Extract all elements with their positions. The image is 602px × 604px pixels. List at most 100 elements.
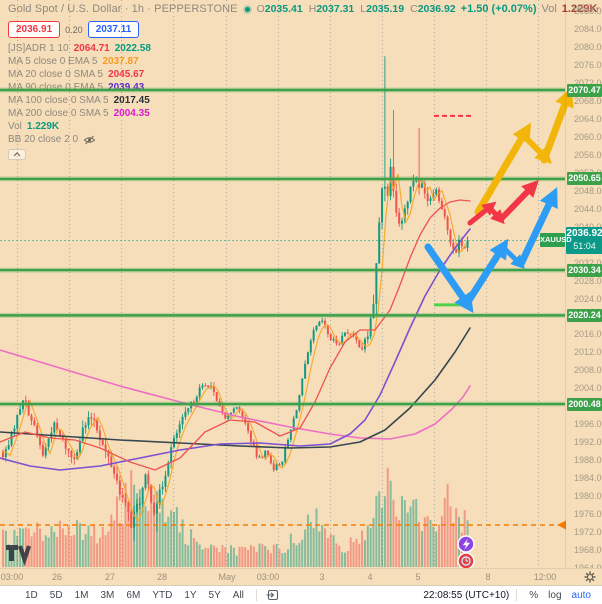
- price-tick: 1972.00: [574, 526, 602, 537]
- vol-value: 1.229K: [561, 3, 598, 15]
- price-tick: 2012.00: [574, 347, 602, 358]
- eye-off-icon[interactable]: [83, 135, 96, 145]
- legend-row[interactable]: [JS]ADR 1 10 2064.71 2022.58: [8, 42, 597, 55]
- price-tick: 2040.00: [574, 222, 602, 232]
- go-to-date-button[interactable]: [264, 589, 281, 601]
- ohlc-item: L2035.19: [360, 3, 405, 15]
- time-tick: 3: [319, 572, 325, 582]
- indicator-value: 2045.67: [108, 69, 145, 80]
- time-tick: 5: [415, 572, 421, 582]
- vol-label: Vol: [541, 3, 557, 15]
- indicator-legend: [JS]ADR 1 10 2064.71 2022.58 MA 5 close 0 E…: [8, 42, 597, 146]
- drawn-arrow[interactable]: [517, 187, 558, 268]
- price-tick: 1996.00: [574, 419, 602, 430]
- indicator-value: 1.229K: [26, 121, 60, 132]
- indicator-value: 2022.58: [114, 43, 151, 54]
- price-level-chip[interactable]: 2020.24: [567, 308, 602, 322]
- drawn-arrow[interactable]: [503, 247, 525, 269]
- indicator-label: Vol: [8, 121, 22, 132]
- last-price-chip[interactable]: 2036.92 51:04: [566, 227, 602, 254]
- drawn-arrow[interactable]: [462, 238, 509, 309]
- symbol-title[interactable]: Gold Spot / U.S. Dollar · 1h · PEPPERSTO…: [8, 3, 238, 15]
- currency-label: USD: [573, 3, 594, 14]
- indicator-label: MA 200 close 0 SMA 5: [8, 108, 109, 119]
- price-tick: 2088.00: [574, 6, 602, 17]
- sticker-lightning-icon[interactable]: [457, 535, 475, 553]
- price-level-chip[interactable]: 2000.48: [567, 397, 602, 411]
- legend-row[interactable]: MA 100 close 0 SMA 5 2017.45: [8, 94, 597, 107]
- time-scale[interactable]: 03:00 26 27 28 May 03:00 3 4 5 8 12:00: [0, 568, 602, 585]
- price-tick: 2072.00: [574, 78, 602, 88]
- drawn-arrow[interactable]: [498, 179, 539, 222]
- range-5Y[interactable]: 5Y: [204, 589, 226, 602]
- legend-row[interactable]: MA 5 close 0 EMA 5 2037.87: [8, 55, 597, 68]
- price-level-chip[interactable]: 2070.47: [567, 83, 602, 97]
- range-1Y[interactable]: 1Y: [179, 589, 201, 602]
- range-1M[interactable]: 1M: [70, 589, 94, 602]
- log-scale-button[interactable]: log: [543, 589, 566, 602]
- legend-row[interactable]: BB 20 close 2 0: [8, 133, 597, 146]
- time-tick: 26: [51, 572, 63, 582]
- percent-scale-button[interactable]: %: [524, 589, 543, 602]
- bottom-toolbar: 1D 5D 1M 3M 6M YTD 1Y 5Y All 22:08:55 (UTC+10) %…: [0, 585, 602, 604]
- price-tick: 2004.00: [574, 383, 602, 394]
- collapse-legend-button[interactable]: [8, 149, 26, 160]
- indicator-label: MA 20 close 0 SMA 5: [8, 69, 104, 80]
- indicator-value: 2039.43: [108, 82, 145, 93]
- price-tick: 2044.00: [574, 203, 602, 214]
- clock-label[interactable]: 22:08:55 (UTC+10): [423, 589, 510, 601]
- range-All[interactable]: All: [228, 589, 249, 602]
- drawn-arrow[interactable]: [424, 243, 474, 314]
- indicator-value: 2064.71: [73, 43, 110, 54]
- time-tick: 4: [367, 572, 373, 582]
- indicator-label: MA 90 close 0 EMA 5: [8, 82, 104, 93]
- price-tick: 2008.00: [574, 365, 602, 376]
- chevron-up-icon: [13, 152, 21, 157]
- price-tick: 2060.00: [574, 131, 602, 142]
- price-tick: 2032.00: [574, 257, 602, 268]
- legend-row[interactable]: MA 20 close 0 SMA 5 2045.67: [8, 68, 597, 81]
- change-value: +1.50 (+0.07%): [460, 3, 537, 15]
- price-tick: 2064.00: [574, 114, 602, 125]
- range-5D[interactable]: 5D: [45, 589, 68, 602]
- range-1D[interactable]: 1D: [20, 589, 43, 602]
- price-tick: 1980.00: [574, 490, 602, 501]
- time-tick: 28: [156, 572, 168, 582]
- legend-row[interactable]: MA 200 close 0 SMA 5 2004.35: [8, 107, 597, 120]
- indicator-value: 2004.35: [113, 108, 150, 119]
- price-tick: 2068.00: [574, 96, 602, 107]
- auto-scale-button[interactable]: auto: [567, 589, 596, 602]
- price-tick: 1964.00: [574, 563, 602, 573]
- range-6M[interactable]: 6M: [121, 589, 145, 602]
- sell-button[interactable]: 2036.91: [8, 21, 61, 38]
- ohlc-item: O2035.41: [256, 3, 303, 15]
- legend-row[interactable]: MA 90 close 0 EMA 5 2039.43: [8, 81, 597, 94]
- time-tick: 27: [104, 572, 116, 582]
- symbol-header: Gold Spot / U.S. Dollar · 1h · PEPPERSTO…: [8, 3, 597, 15]
- price-level-chip[interactable]: 2030.34: [567, 263, 602, 277]
- symbol-price-chip[interactable]: XAUUSD: [540, 233, 572, 247]
- indicator-label: MA 5 close 0 EMA 5: [8, 56, 98, 67]
- price-tick: 2056.00: [574, 149, 602, 160]
- indicator-value: 2037.87: [102, 56, 139, 67]
- settings-gear-icon[interactable]: [583, 570, 597, 589]
- range-3M[interactable]: 3M: [96, 589, 120, 602]
- chevron-down-icon: ▾: [595, 6, 600, 13]
- price-level-chip[interactable]: 2050.65: [567, 172, 602, 186]
- indicator-label: [JS]ADR 1 10: [8, 43, 69, 54]
- legend-row[interactable]: Vol 1.229K: [8, 120, 597, 133]
- bid-ask-row: 2036.91 0.20 2037.11: [8, 21, 597, 38]
- range-YTD[interactable]: YTD: [147, 589, 177, 602]
- market-status-icon[interactable]: [242, 4, 252, 14]
- sticker-clock-icon[interactable]: [457, 552, 475, 568]
- price-tick: 1968.00: [574, 544, 602, 555]
- chart-legend: Gold Spot / U.S. Dollar · 1h · PEPPERSTO…: [8, 3, 597, 160]
- buy-button[interactable]: 2037.11: [87, 21, 140, 38]
- price-tick: 1976.00: [574, 508, 602, 519]
- price-scale[interactable]: USD ▾ 2088.00 2084.00 2080.00 2076.00 2072.0…: [565, 0, 602, 573]
- drawn-arrow[interactable]: [486, 204, 505, 225]
- bar-countdown: 51:04: [573, 241, 596, 251]
- drawn-arrow[interactable]: [467, 201, 497, 226]
- price-tick: 2024.00: [574, 293, 602, 304]
